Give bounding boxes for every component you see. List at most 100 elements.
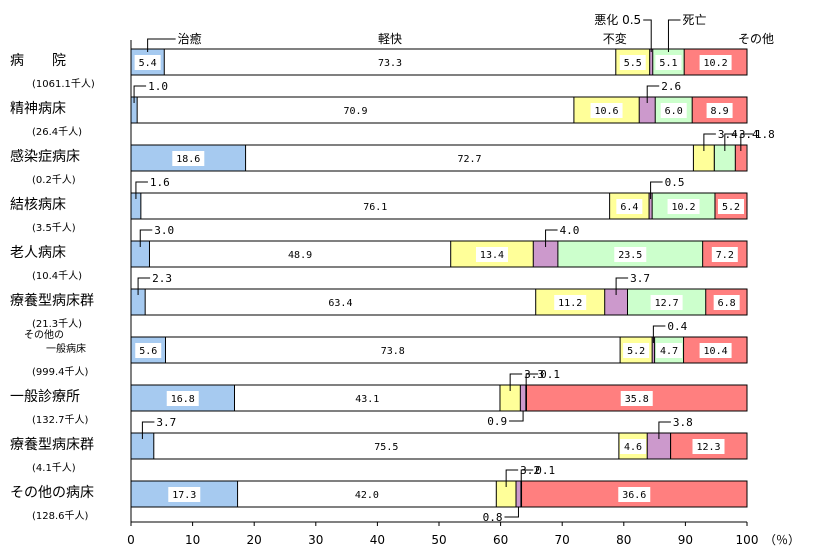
data-label-box	[699, 343, 732, 358]
category-label: その他の	[24, 328, 64, 341]
data-label: 76.1	[363, 202, 387, 213]
data-label: 6.4	[620, 202, 638, 213]
bar-segment-治癒	[131, 193, 141, 219]
callout-label: 3.7	[630, 272, 650, 285]
data-label: 4.7	[660, 346, 678, 357]
data-label-box	[656, 343, 683, 358]
bar-segment-死亡	[714, 145, 736, 171]
legend-label: 不変	[603, 31, 627, 46]
callout-line	[505, 469, 519, 487]
x-tick-label: 10	[185, 533, 200, 547]
data-label: 43.1	[355, 394, 379, 405]
data-label-box	[667, 199, 700, 214]
bar-segment-不変	[496, 481, 516, 507]
callout-line	[703, 133, 716, 151]
data-label-box	[692, 439, 725, 454]
data-label: 70.9	[343, 106, 367, 117]
x-tick-label: 0	[127, 533, 135, 547]
data-label-box	[650, 295, 683, 310]
bar-segment-悪化	[649, 49, 653, 75]
category-label: 精神病床	[10, 101, 66, 117]
data-label-box	[717, 199, 744, 214]
x-tick-label: 40	[370, 533, 385, 547]
callout-line	[740, 133, 753, 151]
category-label-cont: 一般病床	[46, 342, 86, 355]
legend-leader	[147, 38, 176, 52]
callout-line	[646, 85, 660, 103]
legend-leader	[667, 19, 681, 52]
data-label: 5.5	[624, 58, 642, 69]
x-tick-label: 80	[616, 533, 631, 547]
category-count: (999.4千人)	[32, 366, 89, 378]
data-label: 23.5	[618, 250, 642, 261]
data-label-box	[711, 247, 738, 262]
bar-segment-その他	[735, 145, 747, 171]
category-label: 老人病床	[10, 245, 66, 261]
bar-segment-治癒	[131, 289, 146, 315]
data-label: 5.2	[627, 346, 645, 357]
bar-segment-悪化	[639, 97, 656, 123]
data-label: 10.2	[704, 58, 728, 69]
data-label-box	[168, 487, 201, 502]
category-count: (3.5千人)	[32, 222, 76, 234]
data-label: 12.7	[655, 298, 679, 309]
legend-label: 死亡	[682, 13, 706, 27]
bar-segment-悪化	[604, 289, 628, 315]
callout-label: 0.5	[665, 176, 685, 189]
bar-segment-悪化	[647, 433, 671, 459]
data-label-box	[616, 199, 643, 214]
legend-label: 悪化 0.5	[594, 13, 641, 27]
category-count: (4.1千人)	[32, 462, 76, 474]
data-label-box	[166, 391, 199, 406]
data-label: 75.5	[374, 442, 398, 453]
callout-label: 1.6	[150, 176, 170, 189]
callout-label: 4.0	[560, 224, 580, 237]
callout-line	[615, 277, 629, 295]
callout-label: 0.1	[540, 368, 560, 381]
data-label-box	[172, 151, 205, 166]
category-count: (0.2千人)	[32, 174, 76, 186]
bar-segment-治癒	[131, 433, 154, 459]
x-axis-unit: （％）	[764, 533, 800, 547]
data-label-box	[324, 295, 357, 310]
callout-line	[520, 469, 534, 487]
data-label: 36.6	[622, 490, 646, 501]
callout-line	[652, 325, 666, 343]
callout-label: 0.8	[483, 511, 503, 524]
callout-line	[135, 181, 148, 199]
data-label-box	[374, 55, 407, 70]
category-count: (1061.1千人)	[32, 78, 95, 90]
category-label: 療養型病床群	[10, 292, 94, 309]
data-label: 12.3	[696, 442, 720, 453]
data-label-box	[339, 103, 372, 118]
data-label: 6.0	[665, 106, 683, 117]
data-label: 73.3	[378, 58, 402, 69]
callout-line	[504, 507, 519, 518]
bar-segment-不変	[499, 385, 521, 411]
bar-segment-治癒	[131, 241, 150, 267]
data-label-box	[660, 103, 687, 118]
callout-label: 0.4	[667, 320, 687, 333]
data-label-box	[623, 343, 650, 358]
data-label-box	[134, 55, 161, 70]
data-label: 4.6	[624, 442, 642, 453]
data-label-box	[284, 247, 317, 262]
callout-label: 2.6	[661, 80, 681, 93]
callout-line	[133, 85, 147, 103]
data-label-box	[350, 487, 383, 502]
callout-label: 3.0	[154, 224, 174, 237]
x-tick-label: 70	[555, 533, 570, 547]
bar-segment-不変	[693, 145, 715, 171]
data-label-box	[351, 391, 384, 406]
data-label-box	[655, 55, 682, 70]
data-label: 5.6	[139, 346, 157, 357]
data-label: 18.6	[176, 154, 200, 165]
data-label: 42.0	[355, 490, 379, 501]
data-label: 5.4	[139, 58, 157, 69]
callout-line	[724, 133, 737, 151]
callout-line	[141, 421, 155, 439]
data-label-box	[359, 199, 392, 214]
data-label: 17.3	[172, 490, 196, 501]
